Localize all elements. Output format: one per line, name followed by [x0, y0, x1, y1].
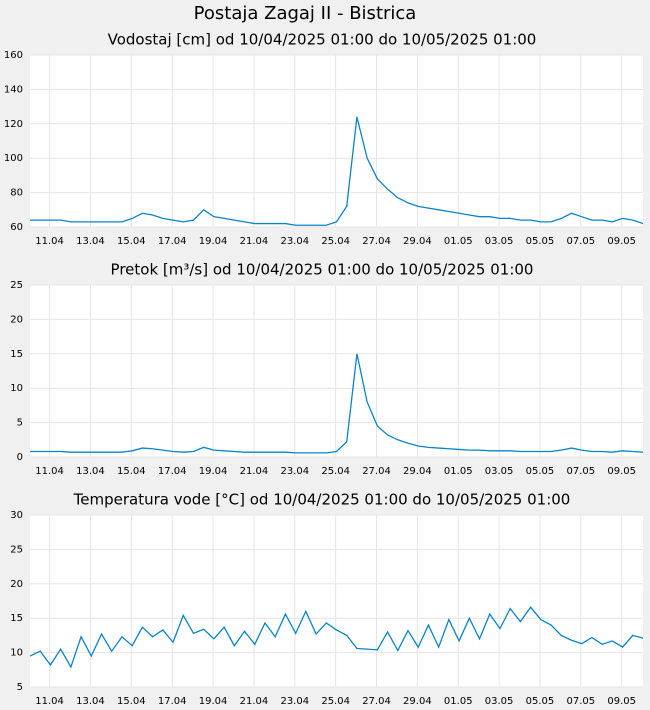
- x-tick-label: 03.05: [485, 696, 514, 707]
- x-tick-label: 25.04: [321, 466, 350, 477]
- y-tick-label: 25: [10, 544, 23, 555]
- plot-area: [30, 285, 643, 457]
- x-tick-label: 11.04: [35, 696, 64, 707]
- chart-title: Vodostaj [cm] od 10/04/2025 01:00 do 10/…: [108, 31, 537, 49]
- y-tick-label: 140: [4, 84, 23, 95]
- y-tick-label: 20: [10, 314, 23, 325]
- x-tick-label: 05.05: [526, 466, 555, 477]
- y-tick-label: 0: [17, 452, 23, 463]
- x-tick-label: 07.05: [567, 466, 596, 477]
- x-tick-label: 17.04: [158, 466, 187, 477]
- data-line: [30, 353, 644, 454]
- x-tick-label: 01.05: [444, 236, 473, 247]
- x-tick-label: 21.04: [240, 236, 269, 247]
- x-tick-label: 11.04: [35, 236, 64, 247]
- x-tick-label: 07.05: [567, 696, 596, 707]
- x-tick-label: 19.04: [199, 236, 228, 247]
- x-tick-label: 03.05: [485, 466, 514, 477]
- x-tick-label: 23.04: [280, 696, 309, 707]
- x-tick-label: 21.04: [240, 696, 269, 707]
- x-tick-label: 27.04: [362, 696, 391, 707]
- x-tick-label: 27.04: [362, 466, 391, 477]
- x-tick-label: 13.04: [76, 466, 105, 477]
- y-tick-label: 15: [10, 349, 23, 360]
- x-tick-label: 23.04: [280, 236, 309, 247]
- x-tick-label: 03.05: [485, 236, 514, 247]
- x-tick-label: 21.04: [240, 466, 269, 477]
- y-tick-label: 80: [10, 188, 23, 199]
- y-tick-label: 20: [10, 579, 23, 590]
- y-tick-label: 15: [10, 613, 23, 624]
- x-tick-label: 15.04: [117, 696, 146, 707]
- chart-title: Pretok [m³/s] od 10/04/2025 01:00 do 10/…: [111, 261, 534, 279]
- y-tick-label: 30: [10, 510, 23, 521]
- x-tick-label: 15.04: [117, 236, 146, 247]
- x-tick-label: 05.05: [526, 236, 555, 247]
- x-tick-label: 07.05: [567, 236, 596, 247]
- x-tick-label: 23.04: [280, 466, 309, 477]
- data-line: [30, 116, 644, 226]
- x-tick-label: 19.04: [199, 466, 228, 477]
- y-tick-label: 25: [10, 280, 23, 291]
- y-tick-label: 10: [10, 383, 23, 394]
- y-tick-label: 5: [17, 682, 23, 693]
- x-tick-label: 09.05: [607, 696, 636, 707]
- chart-title: Temperatura vode [°C] od 10/04/2025 01:0…: [73, 491, 571, 509]
- y-tick-label: 5: [17, 418, 23, 429]
- x-tick-label: 09.05: [607, 236, 636, 247]
- page-title: Postaja Zagaj II - Bistrica: [194, 3, 417, 24]
- x-tick-label: 27.04: [362, 236, 391, 247]
- data-line: [29, 606, 644, 669]
- x-tick-label: 19.04: [199, 696, 228, 707]
- x-tick-label: 29.04: [403, 696, 432, 707]
- y-tick-label: 10: [10, 648, 23, 659]
- x-tick-label: 17.04: [158, 696, 187, 707]
- x-tick-label: 11.04: [35, 466, 64, 477]
- x-tick-label: 15.04: [117, 466, 146, 477]
- y-tick-label: 120: [4, 119, 23, 130]
- x-tick-label: 25.04: [321, 696, 350, 707]
- plot-area: [30, 55, 643, 227]
- x-tick-label: 01.05: [444, 466, 473, 477]
- y-tick-label: 100: [4, 153, 23, 164]
- y-tick-label: 160: [4, 50, 23, 61]
- x-tick-label: 29.04: [403, 236, 432, 247]
- x-tick-label: 05.05: [526, 696, 555, 707]
- x-tick-label: 13.04: [76, 696, 105, 707]
- x-tick-label: 01.05: [444, 696, 473, 707]
- x-tick-label: 17.04: [158, 236, 187, 247]
- x-tick-label: 29.04: [403, 466, 432, 477]
- x-tick-label: 25.04: [321, 236, 350, 247]
- y-tick-label: 60: [10, 222, 23, 233]
- x-tick-label: 13.04: [76, 236, 105, 247]
- plot-area: [30, 515, 643, 687]
- x-tick-label: 09.05: [607, 466, 636, 477]
